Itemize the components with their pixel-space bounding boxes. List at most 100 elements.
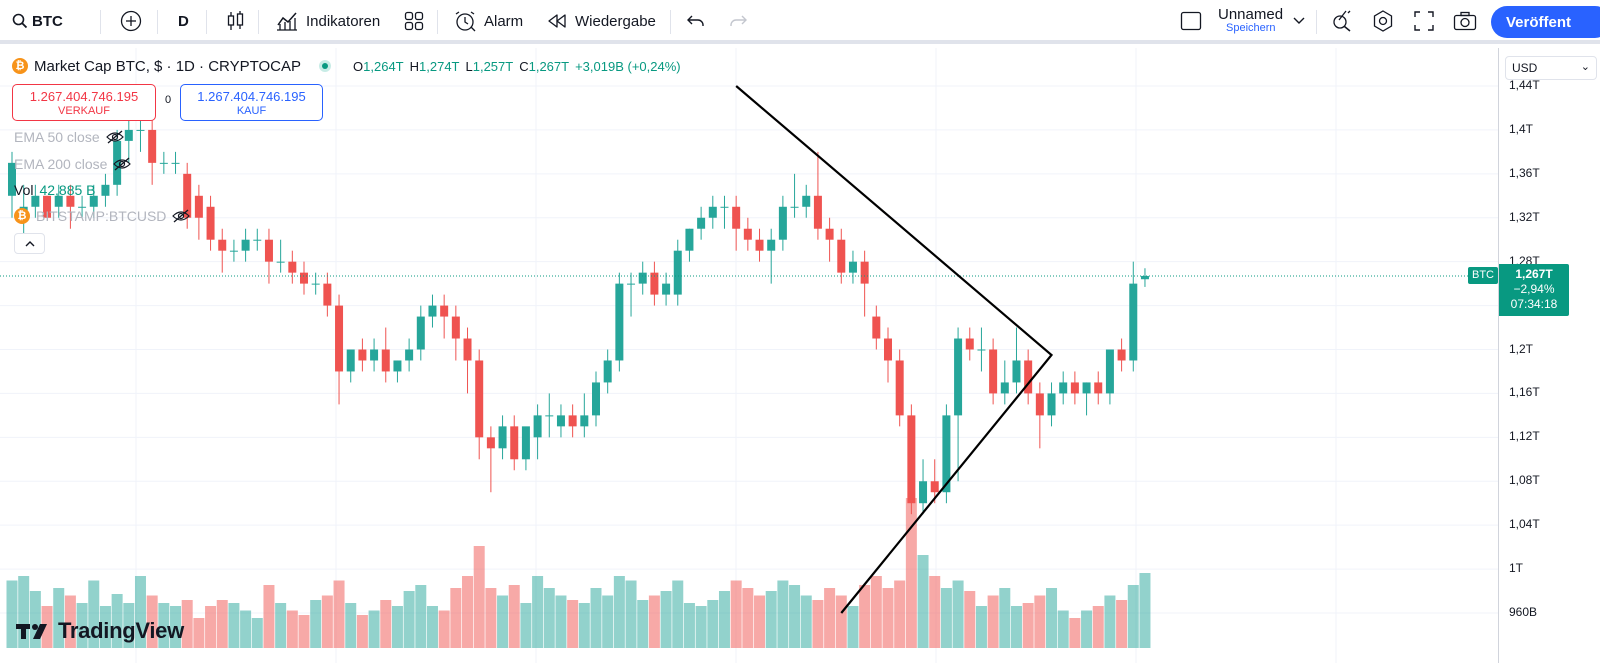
eye-hidden-icon[interactable] bbox=[113, 157, 132, 171]
chart-pane[interactable] bbox=[0, 48, 1498, 663]
candle-body bbox=[743, 228, 752, 240]
undo-button[interactable] bbox=[686, 0, 706, 42]
volume-bar bbox=[403, 591, 415, 648]
candle-body bbox=[895, 360, 904, 416]
candle-body bbox=[755, 239, 764, 251]
volume-bar bbox=[905, 498, 917, 648]
candle-body bbox=[393, 360, 402, 372]
candle-body bbox=[533, 415, 542, 438]
toolbar-divider bbox=[670, 10, 671, 34]
price-chart[interactable] bbox=[0, 48, 1498, 663]
triangle-drawing[interactable] bbox=[735, 85, 1054, 614]
candle-body bbox=[194, 195, 203, 218]
candle-body bbox=[802, 195, 811, 207]
interval-button[interactable]: D bbox=[178, 12, 189, 30]
indicator-ema50[interactable]: EMA 50 close bbox=[14, 129, 124, 145]
toolbar-divider bbox=[100, 10, 101, 34]
candle-body bbox=[346, 349, 355, 372]
toolbar-divider bbox=[258, 10, 259, 34]
volume-bar bbox=[485, 588, 497, 648]
volume-bar bbox=[555, 595, 567, 648]
candle-body bbox=[568, 415, 577, 427]
candle-body bbox=[311, 283, 320, 285]
redo-button[interactable] bbox=[728, 0, 748, 42]
layout-menu-button[interactable] bbox=[1293, 0, 1305, 42]
volume-bar bbox=[940, 588, 952, 648]
layout-name-button[interactable]: Unnamed Speichern bbox=[1218, 0, 1283, 42]
volume-bar bbox=[964, 591, 976, 648]
candle-body bbox=[521, 426, 530, 460]
sell-value: 1.267.404.746.195 bbox=[29, 89, 139, 104]
collapse-legend-button[interactable] bbox=[14, 233, 45, 254]
volume-bar bbox=[1010, 606, 1022, 648]
toolbar-divider bbox=[157, 10, 158, 34]
last-price: 1,267T bbox=[1515, 266, 1553, 281]
candle-body bbox=[159, 162, 168, 164]
sell-button[interactable]: 1.267.404.746.195 VERKAUF bbox=[12, 84, 156, 121]
templates-button[interactable] bbox=[404, 0, 424, 42]
volume-bar bbox=[835, 595, 847, 648]
volume-bar bbox=[625, 580, 637, 648]
tradingview-logo[interactable]: TradingView bbox=[16, 618, 184, 644]
indicator-ema200[interactable]: EMA 200 close bbox=[14, 156, 132, 172]
candle-body bbox=[463, 338, 472, 361]
quick-search-button[interactable] bbox=[1331, 0, 1353, 42]
compare-symbol-button[interactable] bbox=[120, 0, 142, 42]
symbol-search-button[interactable]: BTC bbox=[12, 0, 63, 42]
replay-button[interactable]: Wiedergabe bbox=[547, 0, 656, 42]
indicator-volume[interactable]: Vol 42,885 B bbox=[14, 182, 96, 198]
volume-bar bbox=[415, 585, 427, 648]
publish-button[interactable]: Veröffent bbox=[1491, 6, 1600, 38]
eye-hidden-icon[interactable] bbox=[105, 130, 124, 144]
volume-bar bbox=[368, 610, 380, 648]
volume-bar bbox=[1034, 595, 1046, 648]
volume-bar bbox=[929, 576, 941, 648]
candle-body bbox=[323, 283, 332, 306]
volume-bar bbox=[345, 603, 357, 648]
market-status-dot[interactable] bbox=[319, 60, 332, 72]
volume-bar bbox=[123, 603, 135, 648]
sell-label: VERKAUF bbox=[58, 105, 110, 117]
volume-bar bbox=[64, 595, 76, 648]
candle-body bbox=[720, 206, 729, 208]
tv-logo-icon bbox=[16, 624, 47, 639]
indicators-button[interactable]: Indikatoren bbox=[276, 0, 380, 42]
close-value: 1,267T bbox=[528, 58, 570, 74]
candle-body bbox=[124, 129, 133, 141]
chart-type-button[interactable] bbox=[226, 0, 246, 42]
volume-bar bbox=[193, 618, 205, 648]
settings-button[interactable] bbox=[1371, 0, 1395, 42]
last-change: −2,94% bbox=[1513, 281, 1555, 296]
price-axis[interactable]: USD ⌄ 1,44T 1,4T 1,36T 1,32T 1,28T 1,2T 1,16T 1… bbox=[1498, 48, 1600, 663]
top-toolbar: BTC D Indikatoren bbox=[0, 0, 1600, 44]
eye-hidden-icon[interactable] bbox=[172, 209, 191, 223]
candles-icon bbox=[226, 10, 246, 32]
volume-bar bbox=[29, 591, 41, 648]
price-tick: 1,12T bbox=[1509, 429, 1540, 444]
candle-body bbox=[136, 129, 145, 131]
last-price-badge: 1,267T −2,94% 07:34:18 bbox=[1499, 263, 1569, 316]
symbol-label: BTC bbox=[32, 12, 63, 30]
volume-bar bbox=[438, 610, 450, 648]
candle-body bbox=[767, 239, 776, 251]
snapshot-button[interactable] bbox=[1453, 0, 1477, 42]
legend-title[interactable]: Market Cap BTC, $ · 1D · CRYPTOCAP bbox=[34, 57, 302, 75]
volume-bar bbox=[146, 595, 158, 648]
fullscreen-button[interactable] bbox=[1414, 0, 1434, 42]
layout-select-checkbox[interactable] bbox=[1180, 0, 1202, 42]
volume-bar bbox=[298, 615, 310, 648]
indicator-bitstamp[interactable]: ₿ BITSTAMP:BTCUSD bbox=[14, 208, 191, 224]
candle-body bbox=[1047, 393, 1056, 416]
search-icon bbox=[12, 13, 28, 29]
alarm-button[interactable]: Alarm bbox=[454, 0, 523, 42]
candle-body bbox=[930, 481, 939, 493]
currency-select[interactable]: USD ⌄ bbox=[1505, 56, 1597, 80]
candle-body bbox=[428, 305, 437, 317]
volume-bar bbox=[18, 576, 30, 648]
alarm-label: Alarm bbox=[484, 12, 524, 30]
volume-bar bbox=[356, 615, 368, 648]
price-tick: 1,44T bbox=[1509, 78, 1540, 92]
candle-body bbox=[54, 195, 63, 207]
ema50-label: EMA 50 close bbox=[14, 129, 100, 145]
buy-button[interactable]: 1.267.404.746.195 KAUF bbox=[180, 84, 323, 121]
